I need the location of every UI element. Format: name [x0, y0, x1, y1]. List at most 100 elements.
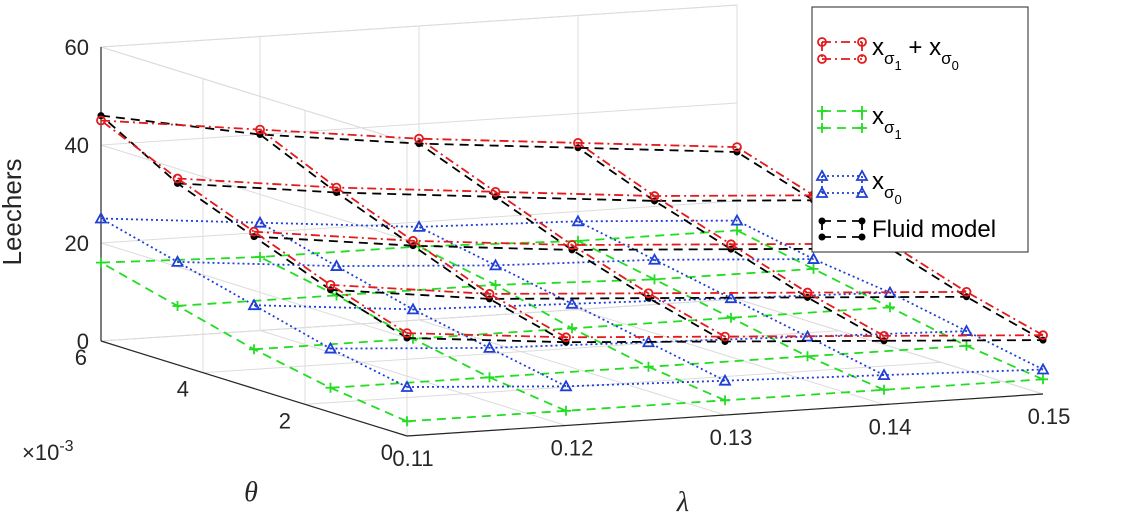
data-point [490, 279, 501, 290]
axis-lines [100, 47, 1044, 437]
data-point [571, 214, 585, 227]
series-line-theta [418, 137, 726, 338]
x-tick-label: 0.14 [869, 415, 912, 440]
data-point [408, 235, 418, 246]
legend: xσ1 + xσ0 xσ1 xσ0 Fluid model [811, 6, 1029, 253]
z-tick-label: 0 [77, 329, 89, 354]
legend-marker [817, 37, 827, 47]
series-line-theta [418, 142, 726, 343]
x-axis-line [406, 393, 1044, 437]
data-point [249, 226, 259, 237]
data-point [255, 252, 265, 262]
series-line-theta [577, 142, 885, 337]
data-point [170, 254, 185, 267]
legend-label: xσ1 + xσ0 [872, 34, 959, 73]
data-point [400, 380, 414, 392]
legend-marker [818, 217, 826, 225]
legend-marker [858, 217, 866, 225]
data-point [412, 220, 426, 232]
data-point [720, 331, 730, 342]
data-point [561, 332, 571, 343]
data-point [647, 252, 662, 265]
x-tick-label: 0.12 [551, 436, 594, 461]
legend-box [811, 6, 1029, 253]
data-point [96, 115, 106, 126]
legend-marker [818, 233, 826, 241]
series-line-theta [259, 128, 567, 339]
data-point [255, 124, 265, 135]
data-point [567, 240, 577, 250]
legend-marker [817, 106, 827, 116]
y-tick-label: 0 [381, 440, 393, 465]
data-point [649, 274, 660, 285]
series-line-theta [418, 226, 726, 382]
series-line-lambda [177, 258, 814, 268]
data-point [802, 351, 813, 362]
legend-marker [855, 186, 869, 198]
data-point [482, 340, 497, 353]
data-point [802, 287, 813, 298]
data-point [649, 191, 660, 201]
series-line-lambda [330, 330, 967, 350]
data-point [414, 133, 424, 144]
x-tick-label: 0.13 [710, 425, 753, 450]
data-point [732, 225, 742, 236]
data-point [1038, 330, 1048, 341]
data-point [561, 405, 571, 416]
legend-marker [817, 54, 827, 64]
data-point [402, 328, 412, 339]
data-point [325, 279, 336, 290]
legend-label: Fluid model [872, 216, 996, 243]
legend-marker [857, 54, 867, 64]
y-axis-label: θ [244, 477, 258, 508]
data-point [1038, 374, 1048, 385]
data-point [565, 296, 579, 309]
y-axis-line [100, 340, 408, 437]
legend-marker [857, 123, 867, 133]
data-point [732, 142, 742, 153]
legend-marker [855, 169, 869, 181]
series-line-theta [100, 119, 408, 334]
data-point [1036, 362, 1050, 375]
data-point [331, 182, 342, 193]
y-tick-label: 6 [75, 345, 87, 370]
series-line-theta [259, 221, 567, 388]
legend-label: xσ0 [872, 168, 902, 207]
legend-marker [857, 37, 867, 47]
legend-label: xσ1 [872, 103, 902, 142]
legend-marker [815, 169, 829, 181]
z-axis-label: Leechers [0, 159, 27, 266]
data-point [720, 395, 730, 406]
data-point [961, 286, 972, 297]
data-point [253, 215, 267, 228]
data-point [247, 298, 261, 311]
legend-marker [857, 106, 867, 116]
data-point [249, 344, 259, 355]
data-point [402, 416, 412, 427]
data-point [329, 259, 344, 271]
data-point [484, 372, 495, 383]
legend-marker [858, 233, 866, 241]
series-0 [96, 115, 1048, 343]
series-line-lambda [330, 284, 967, 295]
x-tick-label: 0.15 [1028, 404, 1071, 429]
data-point [726, 239, 736, 250]
z-tick-label: 60 [65, 35, 89, 60]
data-point [877, 368, 891, 381]
data-point [484, 289, 495, 299]
data-point [806, 252, 821, 264]
data-point [406, 302, 420, 315]
legend-marker [817, 123, 827, 133]
data-point [643, 361, 654, 372]
data-point [559, 379, 573, 392]
data-point [172, 300, 183, 311]
y-tick-label: 2 [279, 408, 291, 433]
data-point [573, 137, 583, 148]
z-tick-label: 20 [65, 231, 89, 256]
series-line-lambda [406, 368, 1044, 388]
data-point [726, 312, 736, 323]
data-point [567, 323, 577, 334]
series-line-lambda [253, 291, 891, 311]
series-line-theta [100, 217, 408, 388]
data-point [885, 302, 895, 313]
